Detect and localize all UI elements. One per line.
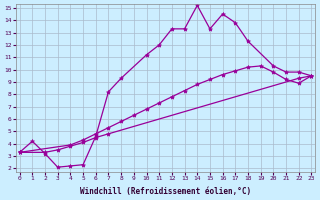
X-axis label: Windchill (Refroidissement éolien,°C): Windchill (Refroidissement éolien,°C) (80, 187, 251, 196)
